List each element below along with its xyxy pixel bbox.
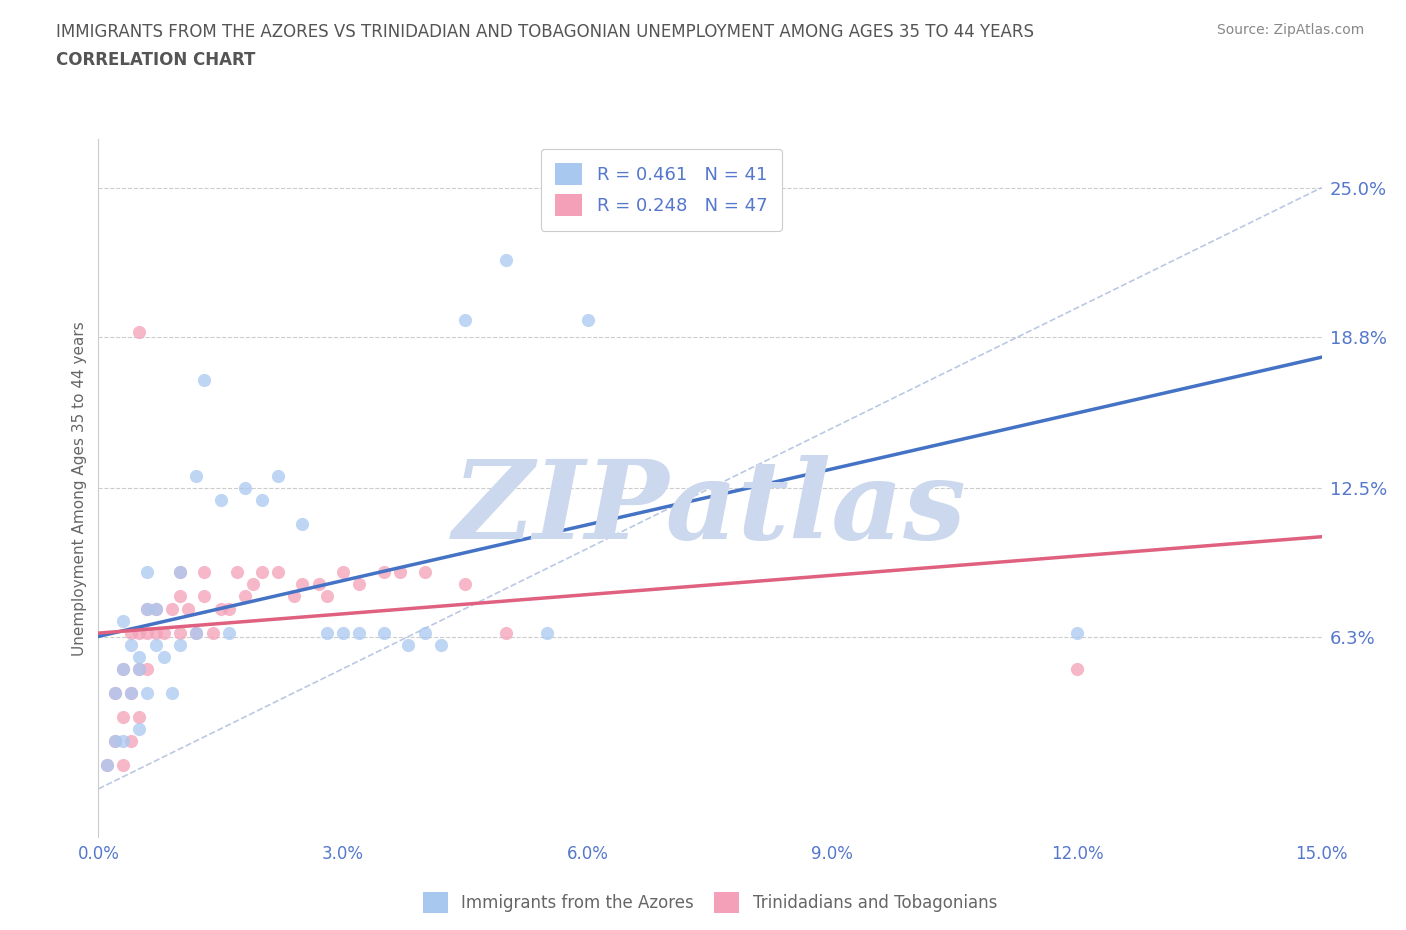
Point [267,469,290,484]
Point [226,565,249,580]
Point [169,589,191,604]
Point [536,625,558,640]
Point [96,757,118,772]
Point [349,625,371,640]
Point [218,601,240,616]
Point [128,625,150,640]
Point [332,625,354,640]
Point [315,589,337,604]
Point [120,625,142,640]
Point [96,757,118,772]
Point [136,565,159,580]
Point [104,734,127,749]
Point [160,685,183,700]
Point [128,649,150,664]
Point [373,625,395,640]
Point [152,649,174,664]
Point [136,625,159,640]
Point [389,565,412,580]
Point [128,325,150,339]
Point [209,601,232,616]
Point [111,613,134,628]
Point [145,637,167,652]
Point [111,661,134,676]
Point [120,734,142,749]
Point [169,565,191,580]
Point [111,734,134,749]
Point [413,625,436,640]
Point [242,577,264,591]
Point [177,601,200,616]
Point [315,625,337,640]
Point [104,685,127,700]
Point [169,625,191,640]
Point [1066,661,1088,676]
Point [169,637,191,652]
Point [104,685,127,700]
Y-axis label: Unemployment Among Ages 35 to 44 years: Unemployment Among Ages 35 to 44 years [72,321,87,656]
Point [250,565,273,580]
Point [120,637,142,652]
Point [413,565,436,580]
Point [291,517,314,532]
Point [128,710,150,724]
Point [209,493,232,508]
Point [576,312,599,327]
Point [201,625,224,640]
Point [169,565,191,580]
Point [1066,625,1088,640]
Point [128,722,150,737]
Point [186,625,208,640]
Point [396,637,419,652]
Point [136,685,159,700]
Point [495,252,517,267]
Point [145,601,167,616]
Point [111,661,134,676]
Point [349,577,371,591]
Text: Source: ZipAtlas.com: Source: ZipAtlas.com [1216,23,1364,37]
Point [291,577,314,591]
Point [430,637,453,652]
Point [128,661,150,676]
Point [495,625,517,640]
Point [454,312,477,327]
Legend: Immigrants from the Azores, Trinidadians and Tobagonians: Immigrants from the Azores, Trinidadians… [416,885,1004,920]
Point [152,625,174,640]
Point [233,481,256,496]
Point [111,710,134,724]
Point [160,601,183,616]
Text: IMMIGRANTS FROM THE AZORES VS TRINIDADIAN AND TOBAGONIAN UNEMPLOYMENT AMONG AGES: IMMIGRANTS FROM THE AZORES VS TRINIDADIA… [56,23,1035,41]
Point [145,601,167,616]
Point [120,685,142,700]
Point [186,625,208,640]
Text: ZIPatlas: ZIPatlas [453,456,967,563]
Point [283,589,305,604]
Point [136,601,159,616]
Point [454,577,477,591]
Point [250,493,273,508]
Point [373,565,395,580]
Point [136,661,159,676]
Point [104,734,127,749]
Point [120,685,142,700]
Point [145,625,167,640]
Point [193,589,215,604]
Point [136,601,159,616]
Point [186,469,208,484]
Point [111,757,134,772]
Point [193,565,215,580]
Point [218,625,240,640]
Point [193,373,215,388]
Point [308,577,330,591]
Point [332,565,354,580]
Point [267,565,290,580]
Text: CORRELATION CHART: CORRELATION CHART [56,51,256,69]
Point [233,589,256,604]
Point [128,661,150,676]
